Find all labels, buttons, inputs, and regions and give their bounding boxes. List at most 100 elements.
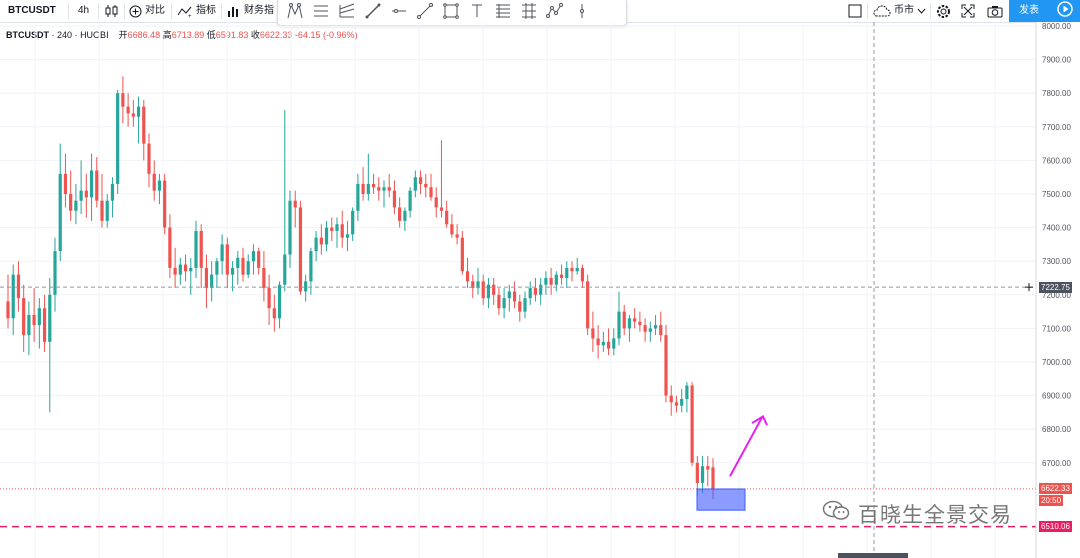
indicators-button[interactable]: + 指标 [177, 0, 216, 22]
candle-body [481, 281, 485, 299]
candle-body [387, 187, 391, 191]
drawing-toolbar [277, 0, 627, 26]
highlight-box [696, 488, 746, 511]
candle-body [110, 183, 115, 201]
candle-body [690, 385, 694, 463]
candle-body [298, 207, 303, 292]
financials-icon [227, 5, 241, 18]
candle-body [680, 398, 684, 406]
pitchfork-tool[interactable] [285, 2, 305, 23]
candle-body [48, 294, 52, 342]
candle-body [147, 143, 151, 174]
price-axis-label: 7600.00 [1042, 156, 1071, 165]
horizontal-line-tool[interactable] [389, 3, 409, 23]
candle-body [711, 467, 715, 489]
measure-icon [573, 2, 591, 25]
symbol-label: BTCUSDT [8, 5, 56, 16]
candle-body [89, 170, 94, 198]
price-axis-label: 7300.00 [1042, 257, 1071, 266]
fib-channel-tool[interactable] [337, 3, 357, 23]
financials-label: 财务指 [244, 5, 274, 16]
candle-body [424, 183, 428, 188]
measure-tool[interactable] [572, 3, 592, 23]
candle-body [450, 224, 454, 235]
channel-icon [312, 2, 330, 25]
interval-button[interactable]: 4h [78, 0, 89, 22]
candle-body [194, 230, 198, 268]
parallel-channel-tool[interactable] [311, 3, 331, 23]
candle-body [518, 301, 522, 312]
wechat-icon [822, 500, 850, 528]
legend-change-pct: (-0.96%) [322, 30, 358, 40]
candle-body [63, 173, 68, 194]
candle-body [100, 200, 104, 221]
indicators-icon: + [177, 5, 193, 18]
candle-body [241, 257, 245, 275]
layout-button[interactable] [848, 0, 862, 22]
price-chart[interactable]: 8000.00 7900.00 7800.00 7700.00 7600.00 7500.… [0, 22, 1080, 558]
countdown-tag: 20:50 [1039, 495, 1064, 507]
candle-body [648, 328, 652, 332]
candle-body [126, 106, 130, 114]
candle-body [157, 180, 162, 191]
candle-body [700, 466, 705, 483]
rectangle-tool[interactable] [441, 2, 461, 23]
price-axis-label: 6800.00 [1042, 425, 1071, 434]
candle-body [199, 230, 203, 268]
long-position-tool[interactable] [519, 2, 539, 23]
crosshair-price: 7222.75 [1041, 282, 1070, 292]
price-axis-label: 7900.00 [1042, 56, 1071, 65]
candle-body [16, 274, 21, 299]
legend-low-label: 低 [206, 30, 216, 40]
legend-open-label: 开 [118, 30, 128, 40]
interval-label: 4h [78, 5, 90, 16]
candle-body [131, 113, 135, 117]
currency-button[interactable]: 币市 [873, 0, 926, 22]
price-axis-label: 7700.00 [1042, 123, 1071, 132]
text-tool[interactable] [467, 3, 487, 23]
divider [68, 3, 69, 19]
ray-tool[interactable] [415, 2, 435, 23]
candle-body [408, 190, 412, 211]
financials-button[interactable]: 财务指 [227, 0, 274, 22]
candle-body [523, 298, 527, 312]
candle-body [413, 177, 417, 191]
play-button[interactable] [1049, 0, 1080, 22]
candle-body [309, 251, 313, 282]
pattern-tool[interactable] [545, 2, 565, 23]
snapshot-button[interactable] [987, 0, 1003, 22]
candle-body [356, 183, 360, 211]
legend-close-label: 收 [250, 30, 260, 40]
brush-tool[interactable] [363, 3, 383, 23]
price-axis-label: 6700.00 [1042, 459, 1071, 468]
candle-body [554, 274, 558, 285]
candle-body [283, 254, 287, 285]
chart-type-button[interactable] [104, 0, 120, 22]
candle-body [27, 314, 31, 336]
fib-retracement-icon [494, 2, 512, 25]
symbol-button[interactable]: BTCUSDT [8, 0, 56, 22]
settings-button[interactable] [936, 0, 951, 22]
divider [171, 3, 172, 19]
candlestick-series [6, 76, 715, 500]
candle-body [105, 200, 109, 221]
fib-retracement-tool[interactable] [493, 3, 513, 23]
compare-plus-icon [129, 5, 142, 18]
candle-body [398, 207, 402, 221]
candle-body [549, 278, 553, 285]
candle-body [455, 234, 459, 238]
divider [930, 3, 931, 19]
chart-grid [0, 22, 1036, 558]
candle-body [215, 261, 219, 275]
compare-button[interactable]: 对比 [129, 0, 165, 22]
candle-body [497, 294, 501, 309]
publish-button[interactable]: 发表 [1009, 0, 1049, 22]
candle-body [643, 325, 647, 332]
candle-body [251, 251, 256, 262]
candle-body [476, 281, 480, 289]
fullscreen-button[interactable] [961, 0, 975, 22]
candle-body [528, 288, 532, 299]
divider [221, 3, 222, 19]
candle-body [575, 267, 579, 272]
candle-body [371, 183, 376, 188]
